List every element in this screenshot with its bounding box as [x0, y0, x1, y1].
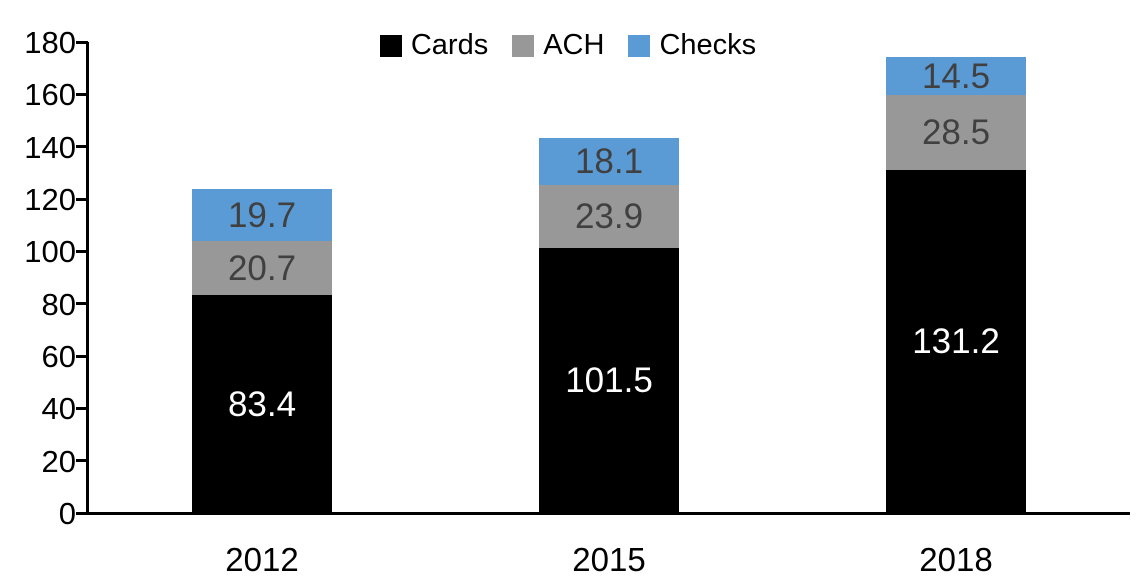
- bar-segment-cards-2012: 83.4: [192, 295, 332, 513]
- bar-value-label: 19.7: [227, 195, 297, 235]
- bar-segment-checks-2018: 14.5: [886, 57, 1026, 95]
- bar-segment-cards-2015: 101.5: [539, 247, 679, 513]
- legend-swatch-checks-icon: [628, 34, 651, 57]
- legend-label-cards: Cards: [410, 29, 489, 61]
- y-tick: [76, 145, 88, 148]
- bar-value-label: 23.9: [574, 197, 644, 236]
- bar-value-label: 14.5: [921, 56, 991, 96]
- y-tick-label: 0: [58, 496, 76, 531]
- bar-value-label: 83.4: [227, 384, 297, 424]
- bar-segment-ach-2012: 20.7: [192, 241, 332, 295]
- y-tick-label: 140: [24, 130, 76, 165]
- legend-swatch-cards-icon: [379, 34, 402, 57]
- bar-value-label: 101.5: [565, 360, 653, 400]
- x-axis-label-2012: 2012: [225, 541, 299, 578]
- y-tick-label: 180: [24, 25, 76, 60]
- legend-label-checks: Checks: [659, 29, 757, 61]
- y-tick-label: 100: [24, 234, 76, 269]
- legend-item-cards: Cards: [379, 29, 489, 61]
- y-tick-label: 40: [41, 391, 76, 426]
- x-axis-line: [86, 512, 1130, 515]
- legend-label-ach: ACH: [543, 29, 605, 61]
- y-tick-label: 20: [41, 444, 76, 479]
- bar-segment-cards-2018: 131.2: [886, 170, 1026, 513]
- y-tick-label: 160: [24, 77, 76, 112]
- y-tick: [76, 355, 88, 358]
- bar-segment-checks-2015: 18.1: [539, 138, 679, 185]
- y-tick-label: 120: [24, 182, 76, 217]
- x-axis-label-2015: 2015: [572, 541, 646, 578]
- y-tick: [76, 93, 88, 96]
- y-tick: [76, 250, 88, 253]
- y-tick-label: 60: [41, 339, 76, 374]
- legend-item-ach: ACH: [512, 31, 604, 60]
- bar-value-label: 20.7: [227, 248, 297, 288]
- legend: Cards ACH Checks: [0, 31, 1136, 60]
- y-tick: [76, 41, 88, 44]
- legend-swatch-ach-icon: [512, 34, 535, 57]
- y-tick-label: 80: [41, 287, 76, 322]
- bar-segment-ach-2015: 23.9: [539, 185, 679, 248]
- bar-value-label: 28.5: [921, 113, 991, 152]
- y-tick: [76, 459, 88, 462]
- y-tick: [76, 198, 88, 201]
- y-tick: [76, 302, 88, 305]
- bar-segment-checks-2012: 19.7: [192, 189, 332, 241]
- bar-segment-ach-2018: 28.5: [886, 95, 1026, 170]
- x-axis-label-2018: 2018: [919, 541, 993, 578]
- bar-value-label: 18.1: [574, 142, 644, 181]
- y-axis-line: [86, 42, 89, 515]
- y-tick: [76, 512, 88, 515]
- legend-item-checks: Checks: [628, 31, 756, 60]
- y-tick: [76, 407, 88, 410]
- bar-value-label: 131.2: [912, 322, 1000, 361]
